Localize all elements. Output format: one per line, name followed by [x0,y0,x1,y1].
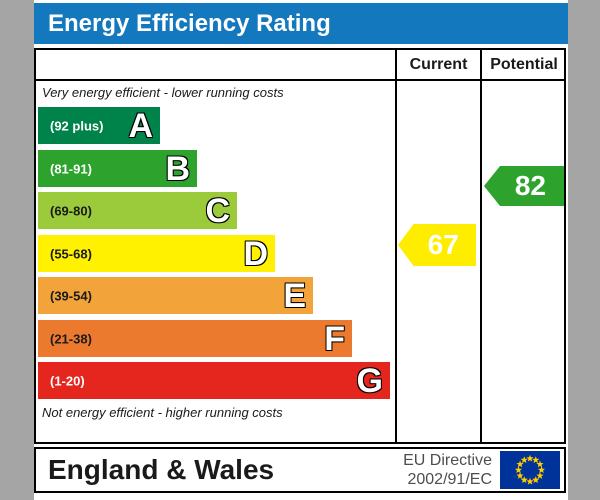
band-d-letter: D [243,234,268,273]
current-rating-arrow: 67 [398,224,476,266]
band-a-letter: A [128,106,153,145]
band-f-letter: F [324,319,345,358]
band-c: (69-80) C [38,192,237,229]
top-note: Very energy efficient - lower running co… [42,85,284,100]
page-title: Energy Efficiency Rating [48,10,331,37]
potential-column-divider [480,48,482,444]
band-e-letter: E [283,276,306,315]
current-rating-value: 67 [427,229,459,260]
header-row-divider [34,79,566,81]
band-b: (81-91) B [38,150,197,187]
band-f: (21-38) F [38,320,352,357]
potential-rating-arrow: 82 [484,166,564,206]
title-bar: Energy Efficiency Rating [34,3,568,44]
band-e-range: (39-54) [50,288,92,303]
band-d: (55-68) D [38,235,275,272]
band-d-range: (55-68) [50,246,92,261]
band-a-range: (92 plus) [50,118,104,133]
eu-directive-line1: EU Directive [403,452,492,469]
potential-rating-value: 82 [514,170,546,201]
column-header-current: Current [409,56,468,73]
band-e: (39-54) E [38,277,313,314]
band-g-letter: G [356,361,383,400]
band-c-letter: C [205,191,230,230]
band-b-range: (81-91) [50,161,92,176]
band-b-letter: B [165,149,190,188]
eu-flag-icon [500,451,560,489]
band-a: (92 plus) A [38,107,160,144]
current-column-divider [395,48,397,444]
eu-directive-line2: 2002/91/EC [407,471,492,488]
column-header-potential: Potential [490,56,558,73]
bottom-note: Not energy efficient - higher running co… [42,405,283,420]
epc-rating-panel: Energy Efficiency Rating Current Potenti… [34,0,568,500]
band-f-range: (21-38) [50,331,92,346]
band-g-range: (1-20) [50,373,85,388]
region-label: England & Wales [48,454,275,485]
eu-directive-label: EU Directive 2002/91/EC [403,451,492,489]
footer: England & Wales EU Directive 2002/91/EC [34,447,566,493]
band-g: (1-20) G [38,362,390,399]
band-c-range: (69-80) [50,203,92,218]
